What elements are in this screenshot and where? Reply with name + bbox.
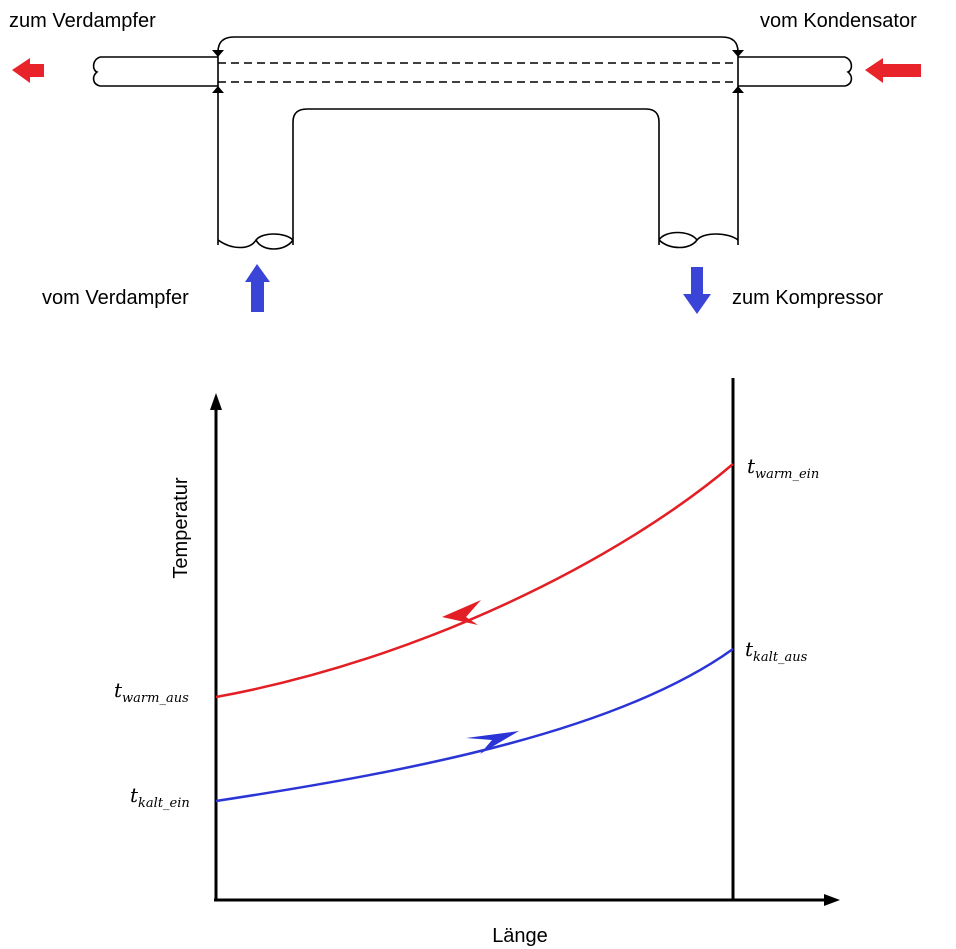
label-t-warm-out-base: t [114,678,123,702]
right-pipe-end [844,56,853,87]
hot-arrow-right [865,58,921,83]
right-pipe [738,56,845,87]
left-arrow-icon [865,58,921,83]
right-leg-break-ellipse [658,231,698,241]
inner-tube-dashed [218,62,738,83]
warm-flow-arrow [442,600,481,625]
down-arrow-icon [683,267,711,314]
right-leg-break [658,233,739,249]
label-to-evaporator-top: zum Verdampfer [9,10,156,32]
label-t-cold-out: tkalt_aus [745,637,808,665]
label-t-warm-out-sub: warm_aus [122,691,189,706]
label-t-cold-out-sub: kalt_aus [753,650,808,665]
up-arrow-icon [245,264,270,312]
heat-exchanger-sketch [92,36,853,250]
left-leg-break-ellipse [255,239,294,250]
label-t-cold-out-base: t [745,637,754,661]
label-from-condenser: vom Kondensator [760,10,917,32]
weld-marks [212,50,744,93]
temperature-chart: Temperatur Länge twarm_aus twarm_ein tka… [114,378,840,947]
y-axis-label: Temperatur [170,477,192,578]
left-pipe-end [92,56,101,87]
label-from-evaporator: vom Verdampfer [42,287,189,309]
label-t-cold-in: tkalt_ein [130,783,190,811]
outer-shell [217,36,739,245]
cold-arrow-up [245,264,270,312]
y-axis-arrowhead [210,393,222,410]
label-t-cold-in-sub: kalt_ein [138,796,190,811]
cold-arrow-down [683,267,711,314]
warm-fluid-curve [215,463,734,699]
hot-arrow-left [12,58,44,83]
left-pipe [100,56,218,87]
label-t-warm-in: twarm_ein [747,454,819,482]
cold-flow-arrow [466,731,519,754]
left-arrow-icon [12,58,44,83]
x-axis-arrowhead [824,894,840,906]
inner-bridge [292,108,660,245]
cold-fluid-curve [215,647,734,803]
label-t-cold-in-base: t [130,783,139,807]
label-t-warm-in-base: t [747,454,756,478]
label-t-warm-out: twarm_aus [114,678,189,706]
label-to-compressor: zum Kompressor [732,287,883,309]
x-axis-label: Länge [492,925,548,947]
label-t-warm-in-sub: warm_ein [755,467,819,482]
